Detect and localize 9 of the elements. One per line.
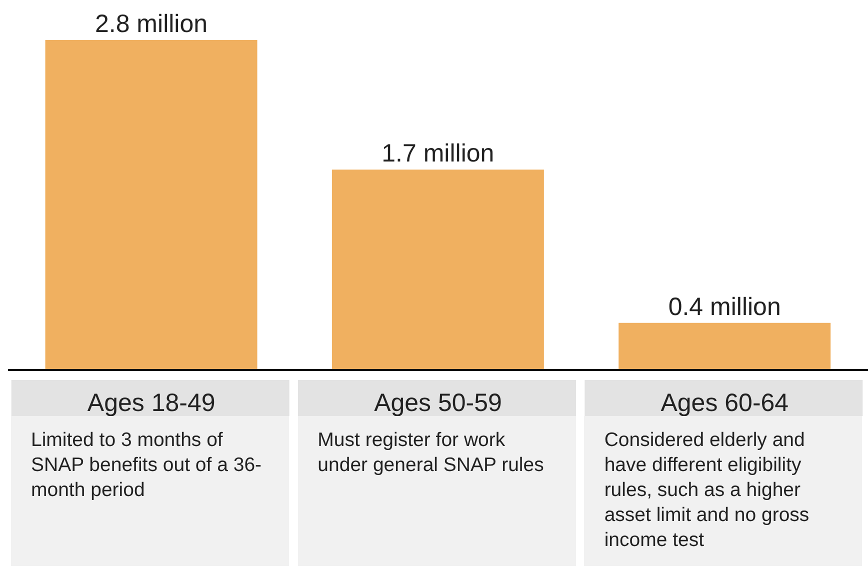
- text: Limited to 3 months of SNAP benefits out of a 36-month period: [11, 416, 289, 566]
- x-tick-label: Ages 60-64: [660, 389, 789, 417]
- text: Considered elderly and have different eligibility rules, such as a higher asset limit and no gross income test: [584, 416, 862, 566]
- data-label: 2.8 million: [94, 10, 208, 38]
- data-label: 0.4 million: [668, 292, 781, 321]
- text: Must register for work under general SNAP rules: [298, 416, 576, 566]
- x-tick-label: Ages 18-49: [87, 389, 216, 417]
- x-tick-label: Ages 50-59: [374, 389, 502, 417]
- data-label: 1.7 million: [382, 140, 494, 168]
